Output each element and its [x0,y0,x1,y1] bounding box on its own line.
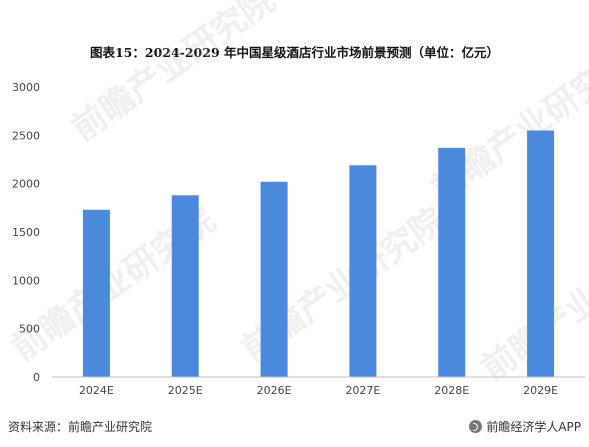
x-tick-label: 2026E [257,384,292,397]
y-tick-label: 2000 [12,178,40,191]
bar-2027E [349,165,377,377]
brand-label: 前瞻经济学人APP [486,420,581,434]
source-note: 资料来源：前瞻产业研究院 [8,420,153,434]
bar-2025E [171,195,199,377]
bar-2024E [82,209,110,377]
chart-title: 图表15：2024-2029 年中国星级酒店行业市场前景预测（单位：亿元） [89,45,500,60]
bar-2026E [260,181,288,377]
brand-logo-icon [469,420,483,433]
x-tick-label: 2025E [168,384,203,397]
bar-2028E [438,147,466,377]
bars [82,130,555,377]
x-tick-label: 2024E [79,384,114,397]
y-tick-label: 3000 [12,81,40,94]
y-tick-label: 2500 [12,129,40,142]
y-tick-label: 1000 [12,274,40,287]
x-tick-label: 2029E [523,384,558,397]
y-tick-label: 500 [19,323,40,336]
x-tick-label: 2028E [434,384,469,397]
brand-note: 前瞻经济学人APP [469,418,581,435]
y-axis-ticks: 0 500 1000 1500 2000 2500 3000 [12,81,40,384]
bar-2029E [527,130,555,377]
y-tick-label: 1500 [12,226,40,239]
y-tick-label: 0 [33,371,40,384]
x-axis-ticks: 2024E 2025E 2026E 2027E 2028E 2029E [79,384,558,397]
x-tick-label: 2027E [345,384,380,397]
